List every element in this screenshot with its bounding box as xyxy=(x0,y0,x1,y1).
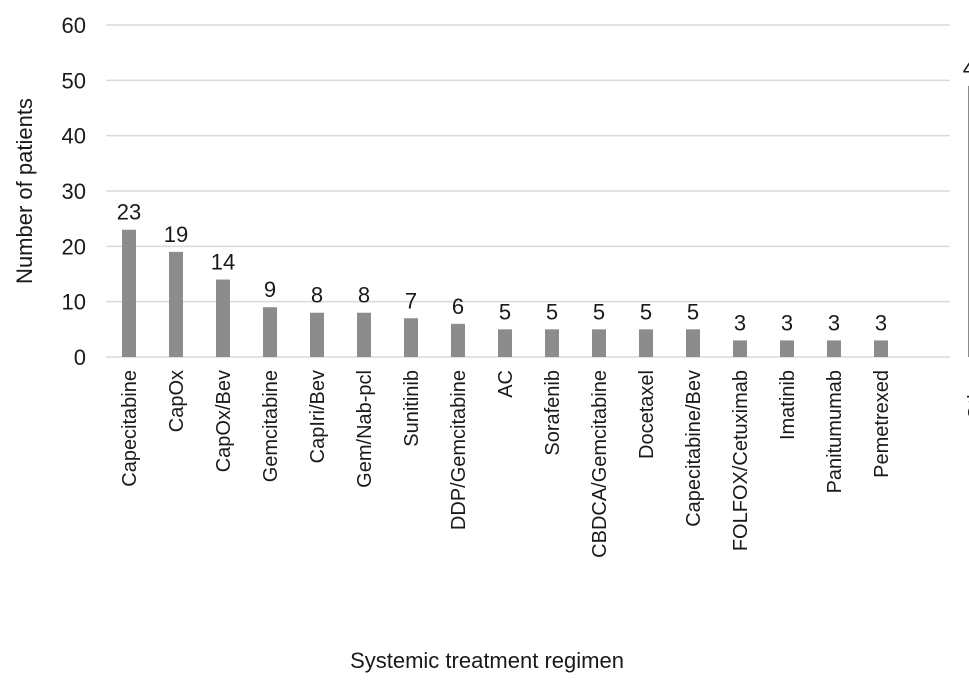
y-tick-labels: 0 10 20 30 40 50 60 xyxy=(62,13,86,370)
x-tick-label: DDP/Gemcitabine xyxy=(448,370,470,530)
bar xyxy=(169,251,183,357)
x-tick-label: CBDCA/Gemcitabine xyxy=(589,370,611,558)
data-label: 3 xyxy=(781,310,793,335)
data-labels: 23 19 14 9 8 8 7 6 5 5 5 5 5 3 3 3 3 49 xyxy=(117,56,969,336)
data-label: 3 xyxy=(828,310,840,335)
x-tick-label: Gemcitabine xyxy=(260,370,282,482)
bar xyxy=(451,323,465,357)
data-label: 5 xyxy=(546,299,558,324)
data-label: 49 xyxy=(963,56,969,81)
data-label: 5 xyxy=(640,299,652,324)
bar xyxy=(263,307,277,357)
data-label: 5 xyxy=(593,299,605,324)
x-tick-labels: Capecitabine CapOx CapOx/Bev Gemcitabine Cap… xyxy=(119,370,969,558)
y-tick-label: 30 xyxy=(62,179,86,204)
data-label: 8 xyxy=(358,283,370,308)
x-tick-label: CapIri/Bev xyxy=(307,370,329,463)
data-label: 5 xyxy=(687,299,699,324)
x-tick-label: Panitumumab xyxy=(824,370,846,493)
data-label: 19 xyxy=(164,222,188,247)
data-label: 8 xyxy=(311,283,323,308)
x-tick-label: CapOx/Bev xyxy=(213,370,235,472)
bar xyxy=(780,340,794,357)
data-label: 3 xyxy=(875,310,887,335)
data-label: 6 xyxy=(452,294,464,319)
bar xyxy=(592,329,606,357)
bar xyxy=(122,229,136,357)
data-label: 3 xyxy=(734,310,746,335)
bar xyxy=(310,312,324,357)
x-tick-label: Capecitabine xyxy=(119,370,141,487)
bar xyxy=(357,312,371,357)
y-tick-label: 50 xyxy=(62,68,86,93)
x-tick-label: Docetaxel xyxy=(636,370,658,459)
y-tick-label: 60 xyxy=(62,13,86,38)
bar xyxy=(216,279,230,357)
bars xyxy=(122,85,969,357)
x-tick-label: Sunitinib xyxy=(401,370,423,447)
bar xyxy=(874,340,888,357)
x-tick-label: AC xyxy=(495,370,517,398)
y-tick-label: 20 xyxy=(62,234,86,259)
x-tick-label: Gem/Nab-pcl xyxy=(354,370,376,488)
bar xyxy=(639,329,653,357)
x-tick-label: CapOx xyxy=(166,370,188,432)
bar xyxy=(498,329,512,357)
y-tick-label: 40 xyxy=(62,124,86,149)
x-tick-label: Capecitabine/Bev xyxy=(683,370,705,527)
bar xyxy=(733,340,747,357)
gridlines xyxy=(106,24,950,358)
bar xyxy=(545,329,559,357)
x-tick-label: Sorafenib xyxy=(542,370,564,456)
y-tick-label: 0 xyxy=(74,345,86,370)
x-tick-label: FOLFOX/Cetuximab xyxy=(730,370,752,551)
data-label: 14 xyxy=(211,250,235,275)
data-label: 5 xyxy=(499,299,511,324)
bar xyxy=(404,318,418,357)
bar xyxy=(686,329,700,357)
y-axis-title: Number of patients xyxy=(12,98,37,284)
x-tick-label: Pemetrexed xyxy=(871,370,893,478)
y-tick-label: 10 xyxy=(62,290,86,315)
data-label: 9 xyxy=(264,277,276,302)
bar xyxy=(827,340,841,357)
x-tick-label: Imatinib xyxy=(777,370,799,440)
x-tick-label: Other xyxy=(965,370,969,420)
data-label: 23 xyxy=(117,200,141,225)
data-label: 7 xyxy=(405,288,417,313)
x-axis-title: Systemic treatment regimen xyxy=(350,648,624,673)
